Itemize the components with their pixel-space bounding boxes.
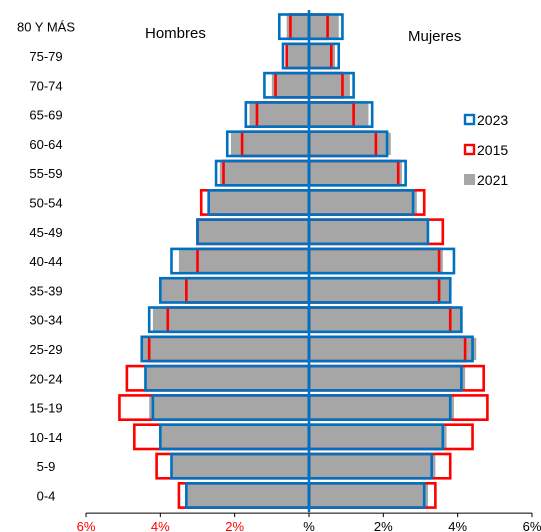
legend-label-2015: 2015 [477,142,508,158]
bar-2021-women [309,337,477,361]
bar-2021-men [208,191,309,214]
x-axis-ticks: 6% 4% 2%% 2% 4% 6% [77,513,541,532]
legend: 2023 2015 2021 [463,112,508,188]
y-tick-label: 40-44 [29,254,62,269]
x-tick-label: 4% [448,519,467,532]
x-tick-label: 6% [523,519,541,532]
y-tick-label: 45-49 [29,225,62,240]
legend-label-2021: 2021 [477,172,508,188]
x-tick-label: 6% [77,519,96,532]
bar-2021-women [309,455,436,478]
bar-2021-men [171,455,309,478]
bar-2021-women [309,15,339,38]
plot-area: 0-4 5-9 10-14 15-19 20-24 25-29 30-34 35-39 40-4… [17,10,541,532]
legend-swatch-2023 [463,113,476,126]
bar-2021-men [141,337,309,361]
bar-2021-women [309,191,417,214]
bar-2021-women [309,279,451,302]
left-side-label: Hombres [145,25,206,42]
bar-2021-women [309,220,428,243]
bar-2021-men [145,367,309,390]
bar-2021-men [152,308,309,331]
bar-2021-women [309,44,336,68]
bar-2021-men [271,74,309,97]
bar-2021-women [309,396,454,419]
y-tick-label: 30-34 [29,313,62,328]
x-tick-label: % [303,519,315,532]
y-tick-label: 0-4 [37,488,56,503]
y-tick-label: 20-24 [29,371,62,386]
y-tick-label: 35-39 [29,283,62,298]
bar-2021-men [197,220,309,243]
bar-2021-women [309,249,443,273]
bar-2021-men [249,103,309,126]
y-tick-label: 70-74 [29,78,62,93]
legend-swatch-2015 [463,143,476,156]
series-2021 [141,15,477,507]
bar-2021-men [186,484,309,507]
y-tick-label: 5-9 [37,459,56,474]
y-tick-label: 10-14 [29,430,62,445]
legend-swatch-2021 [464,174,475,185]
y-axis-labels: 0-4 5-9 10-14 15-19 20-24 25-29 30-34 35-39 40-4… [17,20,75,504]
bar-2021-women [309,484,428,507]
y-tick-label: 25-29 [29,342,62,357]
bar-2021-men [149,396,309,419]
bar-2021-women [309,74,350,97]
y-tick-label: 50-54 [29,195,62,210]
bar-2021-men [160,425,309,448]
x-tick-label: 2% [225,519,244,532]
bar-2021-women [309,132,391,155]
y-tick-label: 80 Y MÁS [17,20,75,35]
bar-2021-women [309,308,462,331]
bar-2021-men [219,162,309,185]
bar-2021-women [309,367,466,390]
bar-2021-women [309,103,369,126]
y-tick-label: 65-69 [29,108,62,123]
y-tick-label: 55-59 [29,166,62,181]
y-tick-label: 60-64 [29,137,62,152]
y-tick-label: 75-79 [29,49,62,64]
bar-2021-men [230,132,309,155]
bar-2021-women [309,162,402,185]
bar-2021-men [160,279,309,302]
y-tick-label: 15-19 [29,401,62,416]
bar-2021-women [309,425,447,448]
x-tick-label: 4% [151,519,170,532]
legend-label-2023: 2023 [477,112,508,128]
bar-2021-men [286,44,309,68]
right-side-label: Mujeres [408,28,461,45]
bar-2021-men [178,249,309,273]
bar-2021-men [286,15,309,38]
x-tick-label: 2% [374,519,393,532]
